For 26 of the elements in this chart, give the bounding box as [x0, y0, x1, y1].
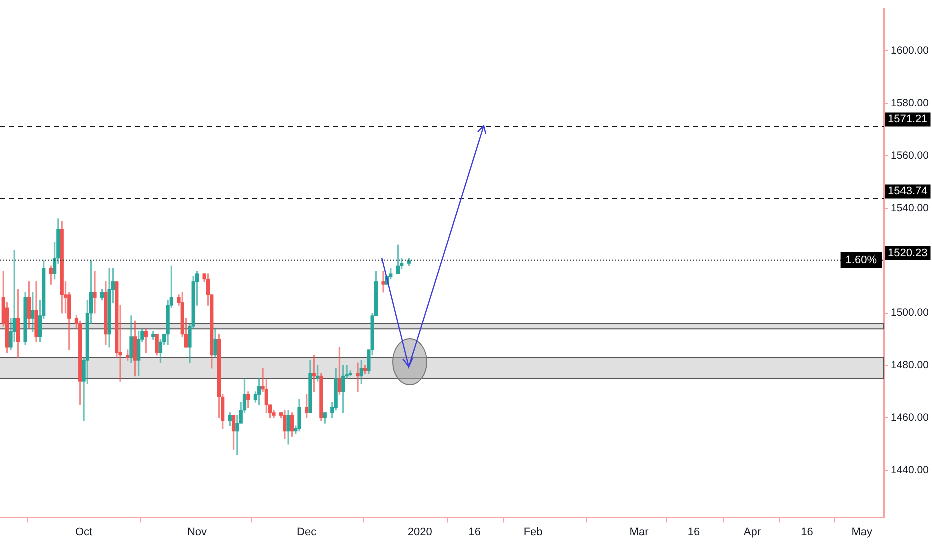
ref-line-label: 1571.21 — [888, 114, 928, 126]
y-tick-label: 1580.00 — [891, 98, 930, 110]
x-tick-label: 2020 — [408, 526, 432, 538]
x-tick-label: Mar — [630, 526, 650, 538]
x-tick-label: Oct — [75, 526, 93, 538]
x-tick-label: Dec — [297, 526, 318, 538]
y-tick-label: 1460.00 — [891, 412, 930, 424]
x-tick-label: Feb — [524, 526, 543, 538]
candlestick — [93, 271, 97, 314]
x-tick-label: May — [852, 526, 873, 538]
annotation: 1.60% — [846, 254, 878, 266]
candlestick — [382, 271, 386, 293]
y-tick-label: 1500.00 — [891, 307, 930, 320]
y-tick-label: 1560.00 — [891, 150, 930, 162]
y-tick-label: 1440.00 — [891, 464, 930, 477]
x-tick-label: 16 — [468, 526, 481, 538]
x-tick-label: 16 — [801, 526, 814, 538]
candlestick — [356, 362, 360, 392]
x-tick-label: Apr — [744, 526, 762, 538]
x-tick-label: Nov — [187, 526, 208, 538]
x-tick-label: 16 — [688, 526, 700, 538]
y-tick-label: 1480.00 — [891, 360, 930, 372]
y-tick-label: 1600.00 — [891, 45, 930, 58]
ref-line-label: 1520.23 — [888, 247, 928, 260]
ref-line-label: 1543.74 — [888, 186, 928, 198]
y-tick-label: 1540.00 — [891, 202, 930, 214]
